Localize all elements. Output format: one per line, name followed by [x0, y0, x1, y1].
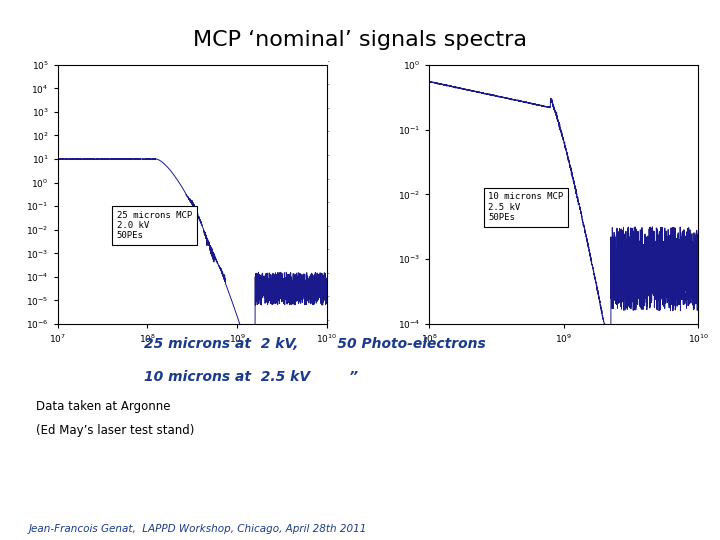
Text: 25 microns at  2 kV,        50 Photo-electrons: 25 microns at 2 kV, 50 Photo-electrons: [144, 338, 486, 352]
Text: ·: ·: [327, 174, 330, 185]
Text: 25 microns MCP
2.0 kV
50PEs: 25 microns MCP 2.0 kV 50PEs: [117, 211, 192, 240]
Text: ·: ·: [327, 80, 330, 90]
Text: ·: ·: [327, 222, 330, 232]
Text: ·: ·: [327, 57, 330, 67]
Text: ·: ·: [327, 127, 330, 138]
Text: 10 microns at  2.5 kV        ”: 10 microns at 2.5 kV ”: [144, 370, 358, 384]
Text: MCP ‘nominal’ signals spectra: MCP ‘nominal’ signals spectra: [193, 30, 527, 50]
Text: ·: ·: [327, 316, 330, 326]
Text: ·: ·: [327, 198, 330, 208]
Text: 10 microns MCP
2.5 kV
50PEs: 10 microns MCP 2.5 kV 50PEs: [488, 192, 564, 222]
Text: ·: ·: [327, 245, 330, 255]
Text: Jean-Francois Genat,  LAPPD Workshop, Chicago, April 28th 2011: Jean-Francois Genat, LAPPD Workshop, Chi…: [29, 523, 367, 534]
Text: ·: ·: [327, 269, 330, 279]
Text: ·: ·: [327, 104, 330, 114]
Text: ·: ·: [327, 293, 330, 302]
Text: (Ed May’s laser test stand): (Ed May’s laser test stand): [36, 424, 194, 437]
Text: ·: ·: [327, 151, 330, 161]
Text: Data taken at Argonne: Data taken at Argonne: [36, 400, 171, 413]
